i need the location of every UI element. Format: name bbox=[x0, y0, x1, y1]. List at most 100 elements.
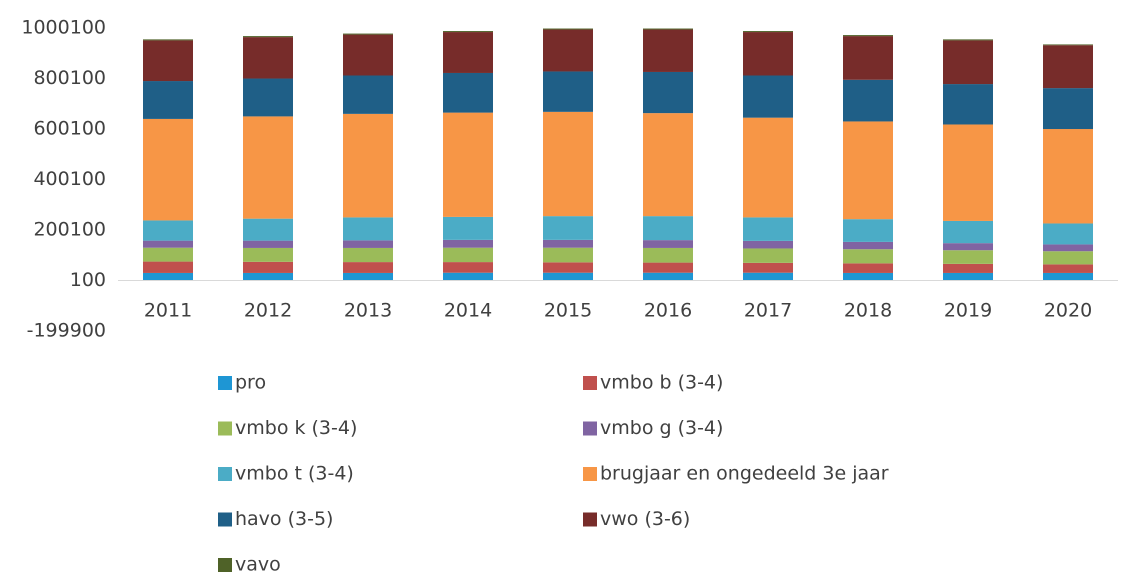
y-tick-label: 800100 bbox=[33, 67, 106, 89]
bar-segment bbox=[443, 32, 493, 73]
legend-swatch bbox=[218, 376, 232, 390]
bar-segment bbox=[243, 36, 293, 38]
bar-segment bbox=[243, 78, 293, 117]
bar-segment bbox=[543, 71, 593, 112]
legend-swatch bbox=[218, 558, 232, 572]
bar-segment bbox=[543, 262, 593, 273]
x-tick-label: 2016 bbox=[644, 300, 692, 322]
bar-segment bbox=[543, 239, 593, 248]
y-tick-label: 400100 bbox=[33, 168, 106, 190]
legend-label: vmbo t (3-4) bbox=[235, 463, 354, 485]
y-tick-label: 1000100 bbox=[21, 17, 106, 39]
legend-label: pro bbox=[235, 372, 266, 394]
bar-segment bbox=[543, 111, 593, 217]
bar-segment bbox=[443, 272, 493, 281]
bar-segment bbox=[743, 262, 793, 273]
x-tick-label: 2011 bbox=[144, 300, 192, 322]
bar-segment bbox=[743, 117, 793, 218]
bar-segment bbox=[443, 72, 493, 113]
bar-segment bbox=[143, 261, 193, 273]
bar-segment bbox=[543, 29, 593, 72]
x-tick-label: 2017 bbox=[744, 300, 792, 322]
y-tick-label: 600100 bbox=[33, 118, 106, 140]
bar-segment bbox=[343, 262, 393, 273]
bar-segment bbox=[843, 249, 893, 264]
bar-segment bbox=[343, 272, 393, 281]
bar-segment bbox=[643, 216, 693, 241]
bar-segment bbox=[943, 39, 993, 41]
bar-segment bbox=[943, 250, 993, 264]
bar-segment bbox=[243, 272, 293, 281]
bar-segment bbox=[643, 71, 693, 114]
bar-segment bbox=[1043, 264, 1093, 273]
bar-segment bbox=[1043, 129, 1093, 224]
x-tick-label: 2014 bbox=[444, 300, 492, 322]
bar-segment bbox=[943, 124, 993, 221]
bar-segment bbox=[743, 240, 793, 249]
bar-segment bbox=[243, 261, 293, 273]
bar-segment bbox=[143, 220, 193, 241]
bar-segment bbox=[443, 262, 493, 273]
legend-label: vmbo k (3-4) bbox=[235, 417, 357, 439]
bar-segment bbox=[543, 28, 593, 30]
legend-swatch bbox=[583, 421, 597, 436]
bar-segment bbox=[143, 247, 193, 262]
legend-label: vmbo b (3-4) bbox=[600, 372, 723, 394]
bar-segment bbox=[743, 75, 793, 118]
bar-segment bbox=[643, 272, 693, 281]
bar-segment bbox=[543, 247, 593, 263]
bar-segment bbox=[143, 118, 193, 221]
bar-segment bbox=[343, 113, 393, 218]
bar-segment bbox=[943, 263, 993, 273]
bar-segment bbox=[743, 248, 793, 263]
x-tick-label: 2012 bbox=[244, 300, 292, 322]
x-tick-label: 2013 bbox=[344, 300, 392, 322]
x-tick-label: 2019 bbox=[944, 300, 992, 322]
bar-segment bbox=[443, 31, 493, 33]
bar-segment bbox=[943, 220, 993, 244]
bar-segment bbox=[443, 112, 493, 217]
bar-segment bbox=[843, 272, 893, 281]
bar-segment bbox=[843, 36, 893, 80]
bar-segment bbox=[243, 37, 293, 79]
y-tick-label: 100 bbox=[70, 269, 106, 291]
bar-segment bbox=[743, 31, 793, 33]
legend-label: vmbo g (3-4) bbox=[600, 417, 723, 439]
bar-segment bbox=[443, 239, 493, 248]
bar-segment bbox=[743, 32, 793, 76]
bar-segment bbox=[943, 243, 993, 251]
bar-segment bbox=[843, 219, 893, 242]
bar-segment bbox=[143, 81, 193, 119]
legend-label: vavo bbox=[235, 554, 281, 576]
bar-segment bbox=[643, 262, 693, 273]
bar-segment bbox=[1043, 45, 1093, 89]
bar-segment bbox=[643, 29, 693, 72]
bar-segment bbox=[243, 240, 293, 248]
bar-segment bbox=[1043, 244, 1093, 252]
bar-segment bbox=[1043, 88, 1093, 130]
bar-segment bbox=[543, 272, 593, 281]
bar-segment bbox=[343, 240, 393, 248]
bar-segment bbox=[343, 33, 393, 35]
bar-segment bbox=[243, 218, 293, 241]
bar-segment bbox=[243, 247, 293, 262]
bar-segment bbox=[643, 28, 693, 30]
x-tick-label: 2015 bbox=[544, 300, 592, 322]
bar-segment bbox=[843, 35, 893, 37]
bar-segment bbox=[943, 84, 993, 125]
legend-swatch bbox=[583, 467, 597, 481]
bar-segment bbox=[443, 216, 493, 240]
bar-segment bbox=[343, 247, 393, 263]
bar-segment bbox=[243, 116, 293, 219]
legend-swatch bbox=[583, 512, 597, 527]
bar-segment bbox=[943, 40, 993, 85]
x-tick-label: 2018 bbox=[844, 300, 892, 322]
bar-segment bbox=[1043, 44, 1093, 46]
legend-label: vwo (3-6) bbox=[600, 508, 690, 530]
bar-segment bbox=[343, 217, 393, 241]
bar-segment bbox=[643, 240, 693, 248]
bar-segment bbox=[443, 247, 493, 263]
x-tick-label: 2020 bbox=[1044, 300, 1092, 322]
bar-segment bbox=[143, 39, 193, 41]
